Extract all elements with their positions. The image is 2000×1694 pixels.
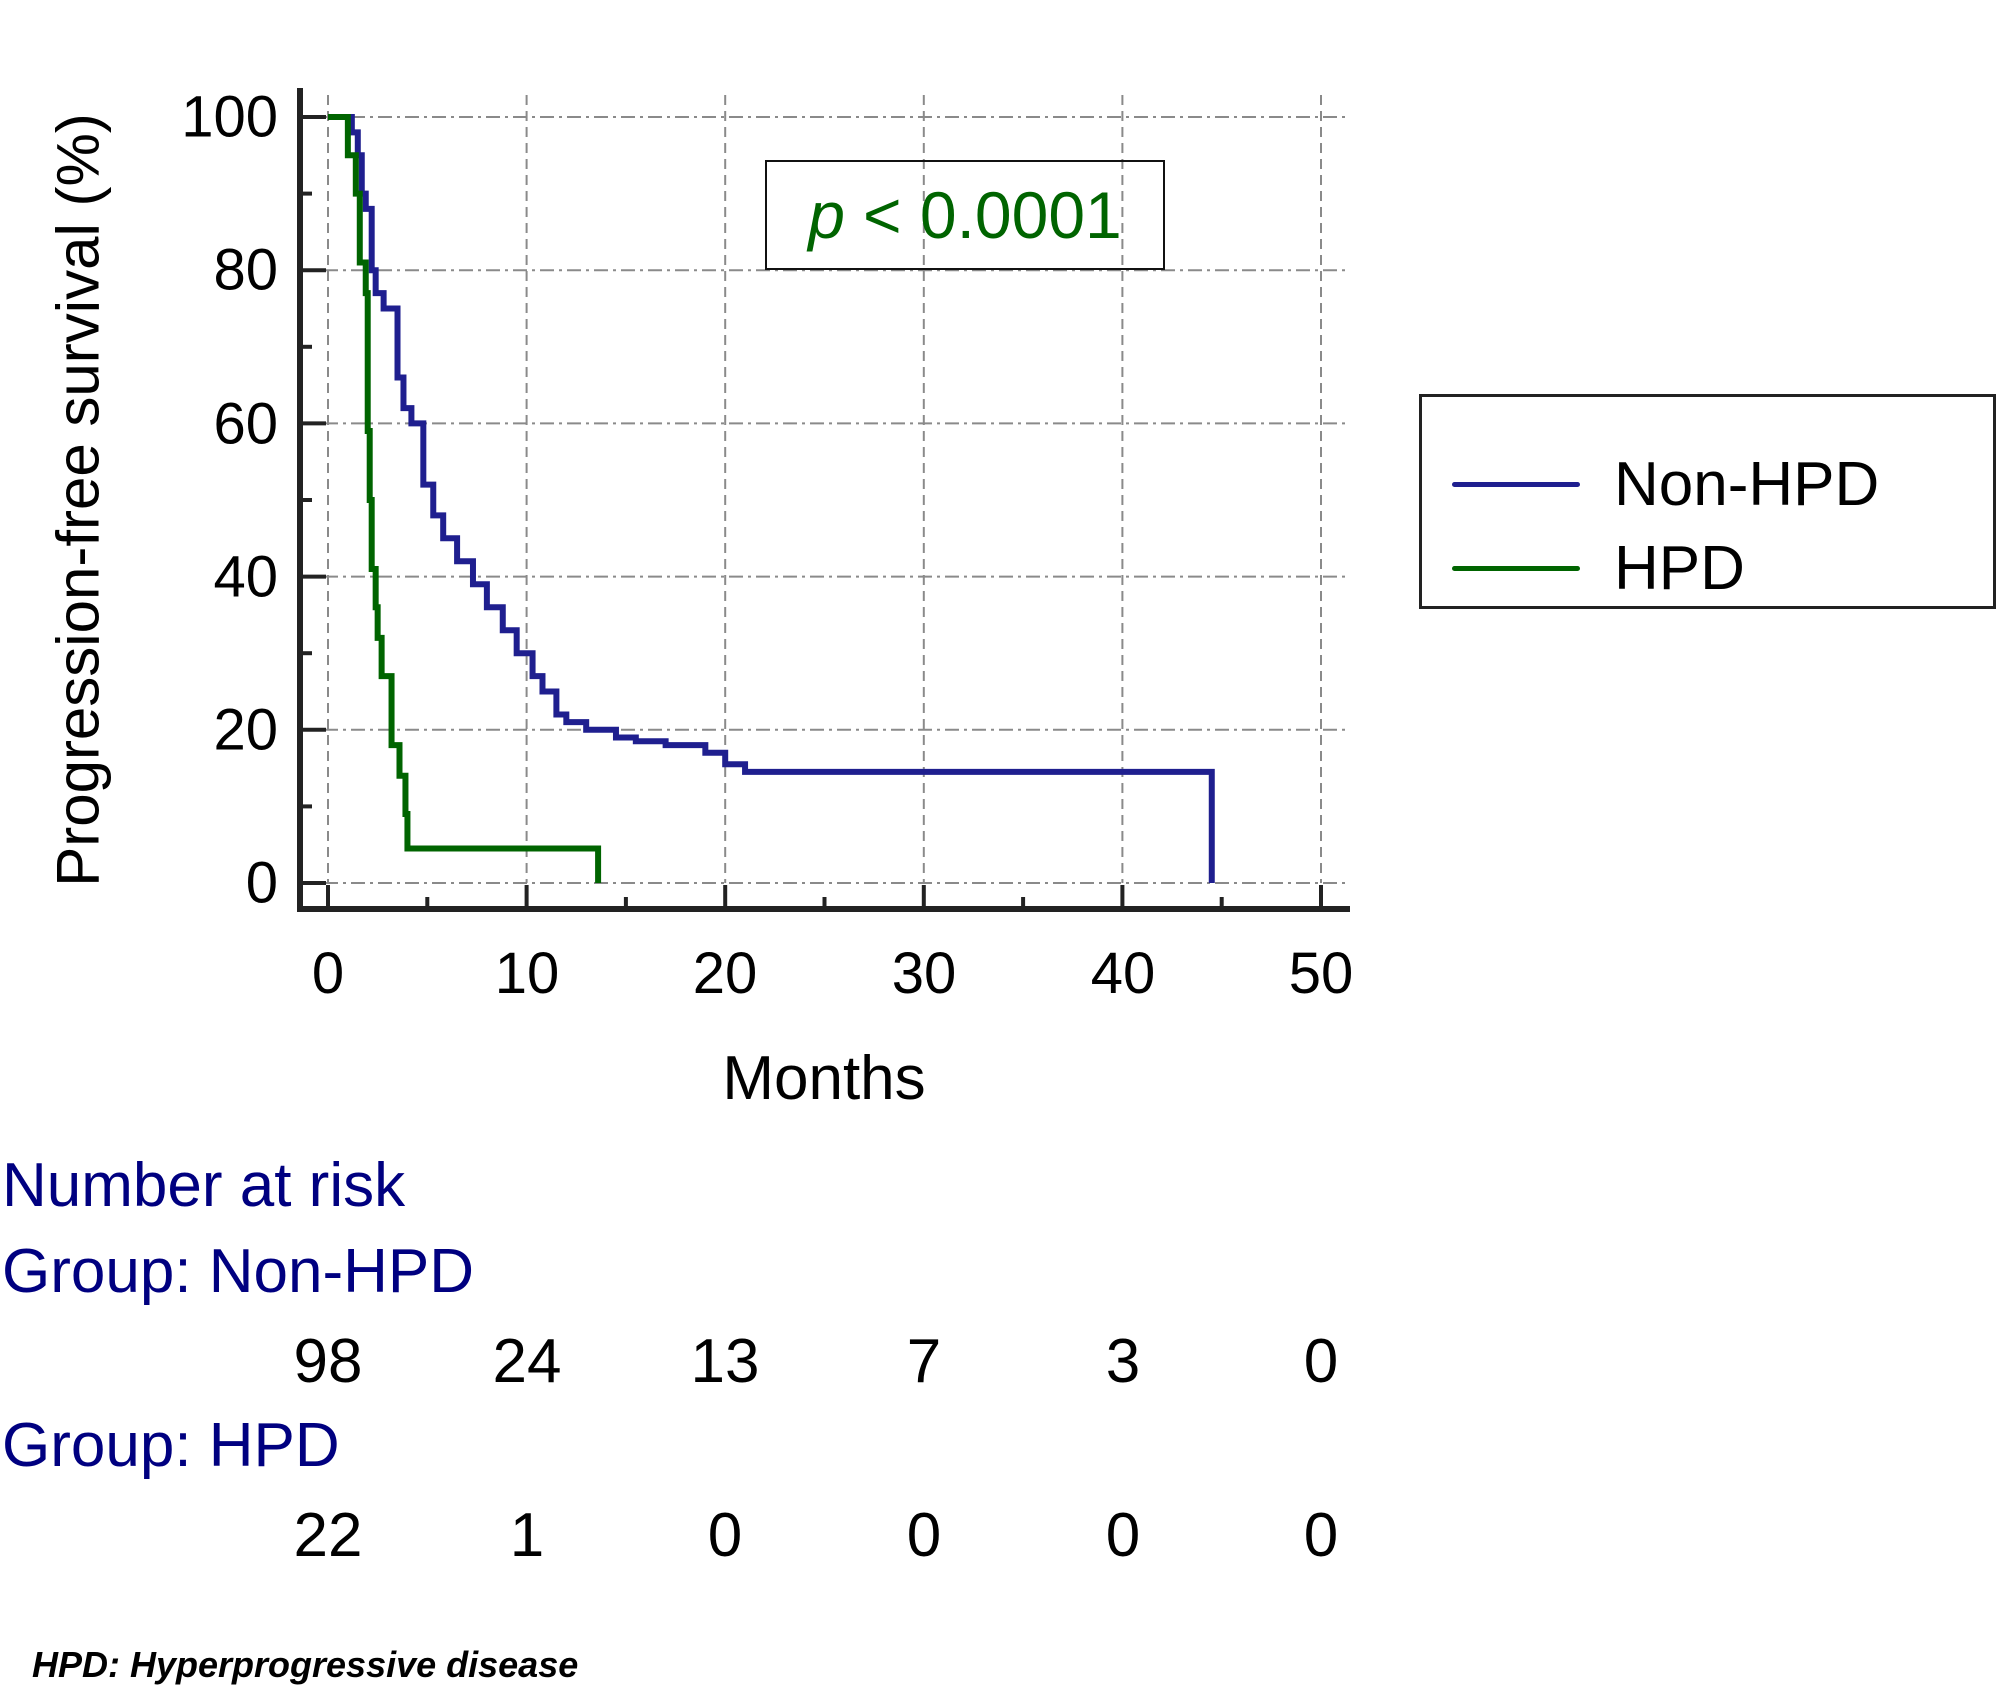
y-tick-20: 20 [213, 697, 278, 763]
x-tick-30: 30 [891, 941, 957, 1006]
p-symbol: p [808, 178, 845, 252]
risk-group-non-hpd-label: Group: Non-HPD [2, 1237, 475, 1306]
risk-value: 24 [492, 1327, 562, 1396]
x-tick-50: 50 [1288, 941, 1354, 1006]
risk-value: 98 [293, 1327, 363, 1396]
legend-item-hpd: HPD [1452, 533, 1745, 604]
risk-value: 7 [906, 1327, 942, 1396]
legend: Non-HPD HPD [1419, 394, 1996, 609]
p-value-text: < 0.0001 [862, 178, 1122, 252]
x-axis-label: Months [722, 1044, 926, 1113]
x-tick-20: 20 [692, 941, 758, 1006]
risk-value: 0 [906, 1501, 942, 1570]
risk-group-hpd-label: Group: HPD [2, 1411, 340, 1480]
footnote: HPD: Hyperprogressive disease [32, 1644, 579, 1685]
x-tick-10: 10 [494, 941, 560, 1006]
y-axis-label: Progression-free survival (%) [44, 113, 112, 887]
y-tick-40: 40 [213, 544, 278, 610]
legend-line-hpd-icon [1452, 566, 1580, 571]
risk-value: 0 [1303, 1501, 1339, 1570]
y-tick-60: 60 [213, 391, 278, 457]
curve-non-hpd [328, 114, 1215, 883]
risk-value: 22 [293, 1501, 363, 1570]
y-tick-0: 0 [245, 850, 278, 916]
p-value-annotation: p < 0.0001 [765, 160, 1165, 270]
risk-table-title: Number at risk [2, 1151, 406, 1220]
curve-hpd [328, 114, 602, 883]
risk-value: 13 [690, 1327, 760, 1396]
y-tick-80: 80 [213, 237, 278, 303]
axes [297, 88, 1350, 912]
risk-value: 0 [707, 1501, 743, 1570]
legend-line-non-hpd-icon [1452, 482, 1580, 487]
risk-value: 0 [1303, 1327, 1339, 1396]
risk-value: 0 [1105, 1501, 1141, 1570]
x-tick-40: 40 [1090, 941, 1156, 1006]
y-tick-100: 100 [181, 84, 278, 150]
risk-value: 3 [1105, 1327, 1141, 1396]
grid-lines [324, 95, 1350, 884]
legend-item-non-hpd: Non-HPD [1452, 449, 1879, 520]
survival-curves [328, 114, 1215, 883]
risk-value: 1 [509, 1501, 545, 1570]
legend-label-hpd: HPD [1614, 534, 1745, 603]
x-tick-0: 0 [311, 941, 345, 1006]
legend-label-non-hpd: Non-HPD [1614, 450, 1880, 519]
